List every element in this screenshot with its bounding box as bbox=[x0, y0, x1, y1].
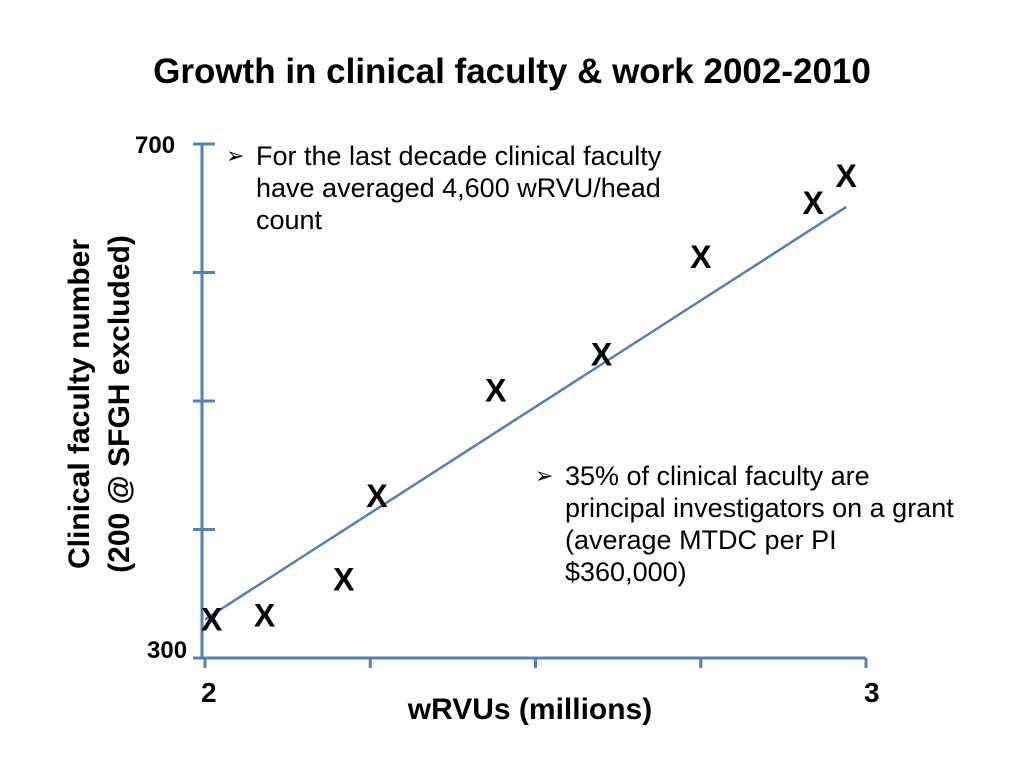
x-tick-label-min: 2 bbox=[201, 677, 217, 708]
bullet-faculty-average: ➢ For the last decade clinical faculty h… bbox=[226, 140, 666, 236]
chart-title: Growth in clinical faculty & work 2002-2… bbox=[153, 52, 871, 91]
bullet-text: 35% of clinical faculty are principal in… bbox=[565, 461, 954, 587]
data-point-3: X bbox=[366, 478, 388, 514]
bullet-principal-investigators: ➢ 35% of clinical faculty are principal … bbox=[535, 460, 955, 588]
arrow-bullet-icon: ➢ bbox=[226, 143, 245, 168]
data-point-4: X bbox=[485, 373, 507, 409]
x-axis-label: wRVUs (millions) bbox=[407, 693, 653, 726]
trend-line-group bbox=[204, 205, 847, 621]
data-point-2: X bbox=[333, 562, 355, 598]
arrow-bullet-icon: ➢ bbox=[535, 463, 554, 488]
data-point-1: X bbox=[254, 598, 276, 634]
y-tick-label-max: 700 bbox=[135, 132, 176, 159]
data-point-8: X bbox=[835, 158, 857, 194]
data-point-6: X bbox=[690, 239, 712, 275]
y-tick-label-min: 300 bbox=[147, 637, 188, 664]
data-point-5: X bbox=[591, 337, 613, 373]
data-point-0: X bbox=[201, 601, 223, 637]
x-tick-label-max: 3 bbox=[864, 677, 880, 708]
bullet-text: For the last decade clinical faculty hav… bbox=[256, 141, 662, 235]
trend-line bbox=[204, 205, 847, 621]
data-point-7: X bbox=[802, 185, 824, 221]
axes bbox=[193, 142, 868, 668]
